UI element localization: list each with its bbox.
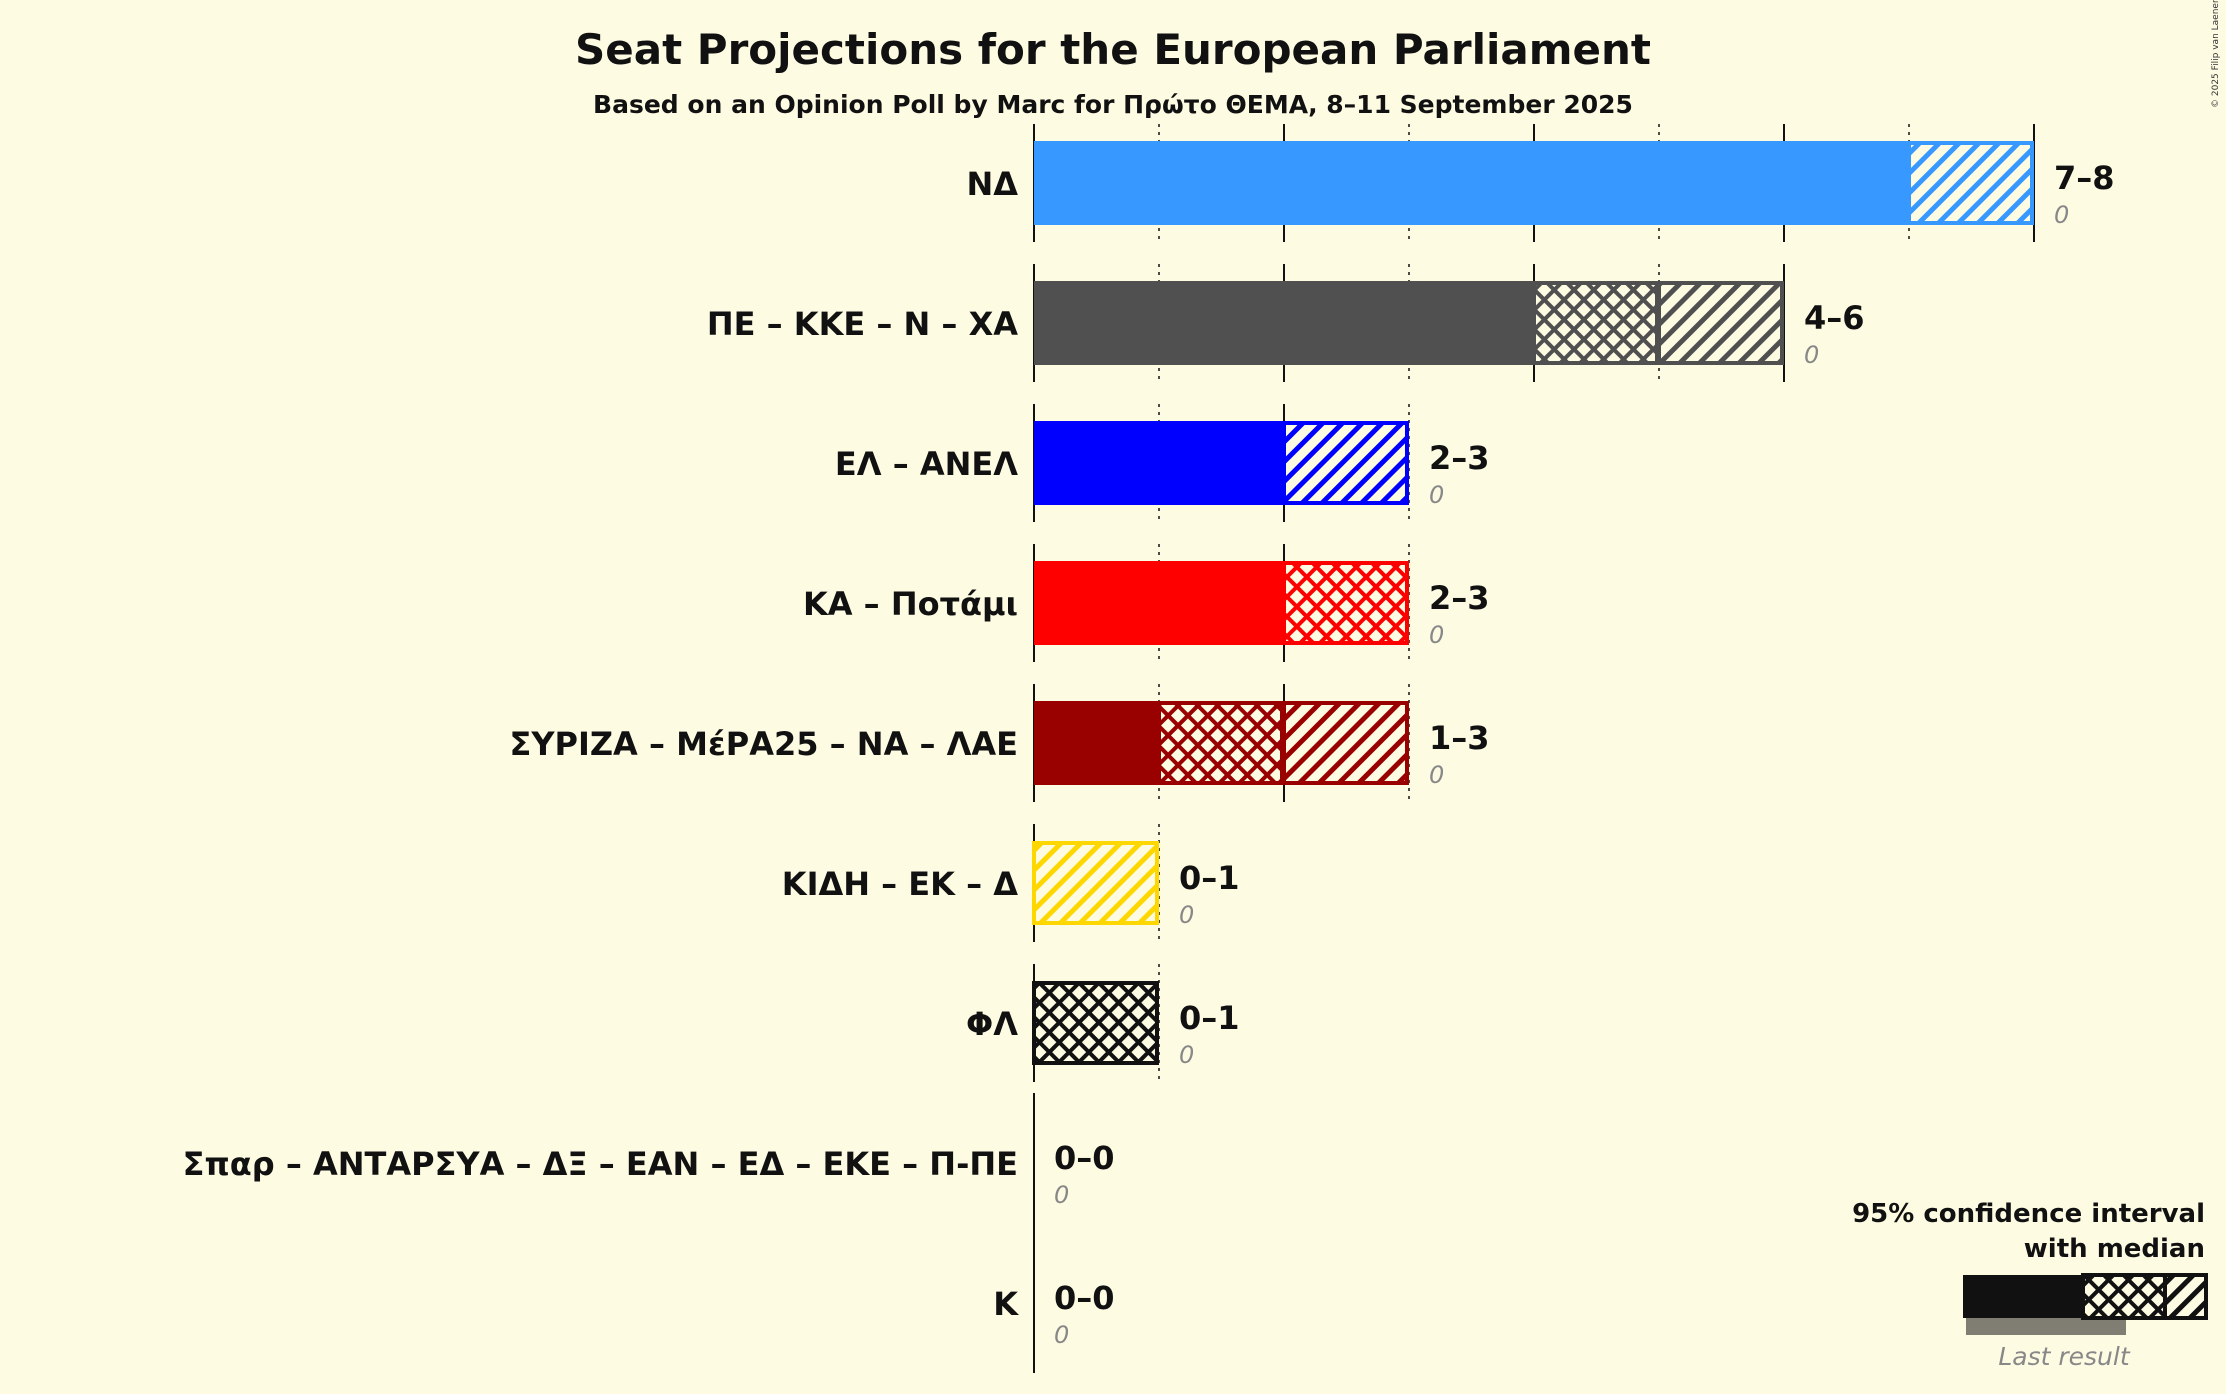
last-result-label: 0 bbox=[1179, 1041, 1194, 1069]
last-result-label: 0 bbox=[1179, 901, 1194, 929]
range-label: 0–0 bbox=[1054, 1279, 1115, 1317]
range-label: 7–8 bbox=[2054, 159, 2115, 197]
party-label: ΚΑ – Ποτάμι bbox=[803, 585, 1018, 623]
bar-ci-upper bbox=[1282, 421, 1409, 505]
party-label: ΦΛ bbox=[966, 1005, 1018, 1043]
range-label: 1–3 bbox=[1429, 719, 1490, 757]
legend-hatch bbox=[2163, 1273, 2208, 1320]
bar-ci-upper bbox=[1282, 701, 1409, 785]
range-label: 2–3 bbox=[1429, 439, 1490, 477]
last-result-label: 0 bbox=[1429, 761, 1444, 789]
bar-solid bbox=[1034, 421, 1284, 505]
chart-title: Seat Projections for the European Parlia… bbox=[575, 25, 1651, 74]
bar-ci-upper bbox=[1907, 141, 2034, 225]
party-row: ΝΔ 7–8 0 bbox=[966, 141, 2115, 229]
range-label: 2–3 bbox=[1429, 579, 1490, 617]
legend-crosshatch bbox=[2081, 1273, 2167, 1320]
legend-last-result: Last result bbox=[1998, 1342, 2130, 1371]
party-label: ΕΛ – ΑΝΕΛ bbox=[835, 445, 1018, 483]
bar-solid bbox=[1034, 561, 1284, 645]
last-result-label: 0 bbox=[2054, 201, 2069, 229]
party-row: Σπαρ – ΑΝΤΑΡΣΥΑ – ΔΞ – ΕΑΝ – ΕΔ – ΕΚΕ – … bbox=[183, 1139, 1115, 1209]
party-row: ΕΛ – ΑΝΕΛ 2–3 0 bbox=[835, 421, 1490, 509]
bar-ci-lower bbox=[1032, 981, 1159, 1065]
legend-solid bbox=[1963, 1275, 2083, 1318]
party-row: ΦΛ 0–1 0 bbox=[966, 981, 1240, 1069]
party-row: ΣΥΡΙΖΑ – ΜέΡΑ25 – ΝΑ – ΛΑΕ 1–3 0 bbox=[509, 701, 1490, 789]
party-label: ΠΕ – ΚΚΕ – Ν – ΧΑ bbox=[707, 305, 1018, 343]
legend: 95% confidence interval with median Last… bbox=[1852, 1199, 2208, 1371]
legend-line1: 95% confidence interval bbox=[1852, 1199, 2205, 1229]
party-label: ΝΔ bbox=[966, 165, 1018, 203]
range-label: 4–6 bbox=[1804, 299, 1865, 337]
party-row: ΚΑ – Ποτάμι 2–3 0 bbox=[803, 561, 1490, 649]
party-row: ΠΕ – ΚΚΕ – Ν – ΧΑ 4–6 0 bbox=[707, 281, 1865, 369]
legend-line2: with median bbox=[2024, 1234, 2205, 1264]
party-label: Σπαρ – ΑΝΤΑΡΣΥΑ – ΔΞ – ΕΑΝ – ΕΔ – ΕΚΕ – … bbox=[183, 1145, 1018, 1183]
bar-ci-upper bbox=[1032, 841, 1159, 925]
copyright: © 2025 Filip van Laenen bbox=[2211, 0, 2221, 108]
last-result-label: 0 bbox=[1429, 621, 1444, 649]
party-label: Κ bbox=[993, 1285, 1019, 1323]
bar-ci-lower bbox=[1282, 561, 1409, 645]
bars: ΝΔ 7–8 0 ΠΕ – ΚΚΕ – Ν – ΧΑ 4–6 0 ΕΛ – ΑΝΕΛ 2–3 0… bbox=[183, 141, 2115, 1349]
chart-subtitle: Based on an Opinion Poll by Marc for Πρώ… bbox=[593, 90, 1633, 119]
party-label: ΚΙΔΗ – ΕΚ – Δ bbox=[782, 865, 1018, 903]
last-result-label: 0 bbox=[1804, 341, 1819, 369]
party-row: Κ 0–0 0 bbox=[993, 1279, 1114, 1349]
range-label: 0–0 bbox=[1054, 1139, 1115, 1177]
bar-ci-upper bbox=[1657, 281, 1784, 365]
bar-ci-lower bbox=[1532, 281, 1659, 365]
bar-solid bbox=[1034, 141, 1909, 225]
bar-solid bbox=[1034, 701, 1159, 785]
legend-last-result-bar bbox=[1966, 1318, 2126, 1335]
bar-solid bbox=[1034, 281, 1534, 365]
last-result-label: 0 bbox=[1054, 1321, 1069, 1349]
last-result-label: 0 bbox=[1054, 1181, 1069, 1209]
last-result-label: 0 bbox=[1429, 481, 1444, 509]
range-label: 0–1 bbox=[1179, 999, 1240, 1037]
range-label: 0–1 bbox=[1179, 859, 1240, 897]
bar-ci-lower bbox=[1157, 701, 1284, 785]
party-row: ΚΙΔΗ – ΕΚ – Δ 0–1 0 bbox=[782, 841, 1240, 929]
party-label: ΣΥΡΙΖΑ – ΜέΡΑ25 – ΝΑ – ΛΑΕ bbox=[509, 725, 1018, 763]
